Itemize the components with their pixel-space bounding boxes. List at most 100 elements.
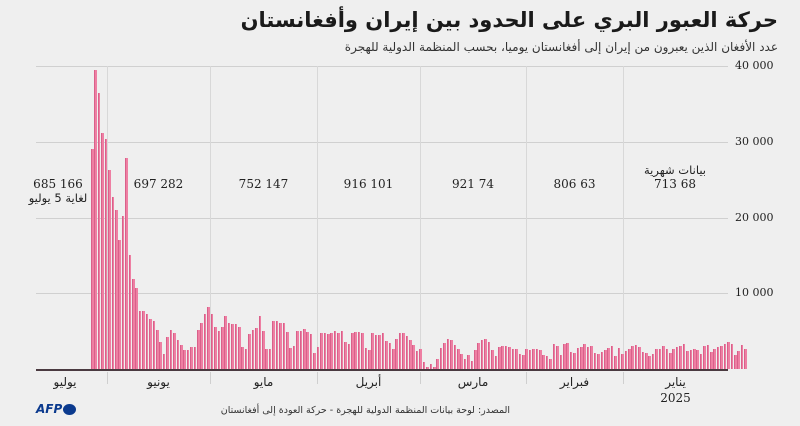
gridline bbox=[36, 66, 728, 67]
bar bbox=[689, 350, 693, 369]
y-tick-label: 20 000 bbox=[735, 210, 774, 224]
bar bbox=[388, 343, 392, 369]
month-label: فبراير bbox=[559, 375, 590, 389]
bar bbox=[716, 347, 720, 369]
bar bbox=[330, 333, 333, 369]
month-divider bbox=[317, 66, 318, 369]
bar bbox=[142, 310, 145, 369]
monthly-total: 74 921 bbox=[451, 177, 495, 191]
bar bbox=[675, 347, 679, 369]
bar bbox=[590, 346, 593, 369]
bar bbox=[265, 348, 268, 369]
bar bbox=[460, 353, 463, 369]
bar bbox=[132, 278, 135, 369]
bar bbox=[323, 333, 327, 369]
bar bbox=[549, 359, 552, 369]
bar bbox=[525, 349, 528, 369]
bar bbox=[727, 342, 730, 369]
monthly-total: 147 752 bbox=[238, 177, 289, 191]
bar bbox=[326, 334, 330, 369]
bar bbox=[720, 345, 723, 369]
bar bbox=[651, 353, 655, 369]
month-tick bbox=[420, 372, 421, 384]
bar bbox=[508, 347, 511, 369]
bar bbox=[354, 331, 357, 369]
bar bbox=[429, 363, 433, 369]
bar bbox=[91, 149, 94, 369]
bar bbox=[439, 347, 443, 369]
bar bbox=[740, 344, 744, 369]
bar bbox=[566, 343, 569, 369]
bar bbox=[474, 350, 477, 369]
bar bbox=[679, 345, 682, 369]
chart-subtitle: عدد الأفغان الذين يعبرون من إيران إلى أف… bbox=[344, 40, 778, 54]
bar bbox=[135, 287, 139, 369]
bar bbox=[617, 347, 621, 369]
bar bbox=[477, 343, 481, 369]
source-note: المصدر: لوحة بيانات المنظمة الدولية للهج… bbox=[220, 405, 510, 416]
bar bbox=[299, 331, 303, 369]
bar bbox=[125, 157, 128, 369]
bar bbox=[272, 320, 275, 369]
month-divider bbox=[210, 66, 211, 369]
bar bbox=[497, 347, 501, 369]
month-tick bbox=[317, 372, 318, 384]
month-divider bbox=[107, 66, 108, 369]
gridline bbox=[36, 293, 728, 295]
bar bbox=[662, 346, 665, 369]
bar bbox=[262, 331, 265, 369]
bar bbox=[645, 353, 648, 369]
bar bbox=[347, 344, 351, 369]
bar bbox=[244, 349, 248, 369]
bar bbox=[515, 348, 518, 369]
bar bbox=[638, 347, 641, 369]
bar bbox=[607, 347, 610, 369]
month-divider bbox=[623, 66, 624, 369]
bar bbox=[303, 328, 306, 369]
bar bbox=[443, 343, 446, 369]
bar bbox=[682, 344, 686, 369]
bar bbox=[521, 354, 525, 369]
bar bbox=[545, 356, 549, 369]
bar bbox=[320, 333, 323, 369]
bar bbox=[402, 332, 405, 369]
monthly-total: 63 806 bbox=[553, 177, 596, 191]
bar bbox=[200, 322, 204, 369]
bar bbox=[552, 344, 556, 369]
bar bbox=[744, 348, 747, 369]
bar bbox=[405, 336, 409, 369]
bar bbox=[224, 315, 227, 369]
month-label: يناير bbox=[665, 375, 686, 389]
bar bbox=[138, 311, 142, 369]
bar bbox=[94, 69, 97, 369]
bar bbox=[289, 347, 292, 369]
bar bbox=[559, 354, 563, 369]
bar bbox=[696, 350, 699, 369]
bar bbox=[733, 354, 737, 369]
monthly-total: 68 713 bbox=[653, 177, 697, 191]
afp-logo: AFP bbox=[36, 402, 77, 416]
bar bbox=[710, 351, 713, 369]
month-label: أبريل bbox=[355, 375, 382, 389]
bar bbox=[648, 356, 652, 369]
bar bbox=[583, 344, 587, 369]
y-tick-label: 10 000 bbox=[735, 286, 774, 300]
bar bbox=[569, 351, 573, 369]
bar bbox=[357, 331, 361, 369]
month-tick bbox=[526, 372, 527, 384]
bar bbox=[391, 349, 395, 369]
bar bbox=[610, 346, 614, 369]
bar bbox=[723, 344, 727, 369]
bar bbox=[176, 340, 180, 369]
bar bbox=[600, 351, 604, 369]
afp-logo-dot-icon bbox=[63, 403, 77, 415]
bar bbox=[361, 333, 364, 369]
bar bbox=[668, 353, 672, 369]
month-tick bbox=[210, 372, 211, 384]
bar bbox=[730, 344, 734, 369]
bar bbox=[217, 331, 221, 369]
bar bbox=[713, 349, 717, 369]
bar bbox=[268, 348, 272, 369]
month-tick bbox=[107, 372, 108, 384]
